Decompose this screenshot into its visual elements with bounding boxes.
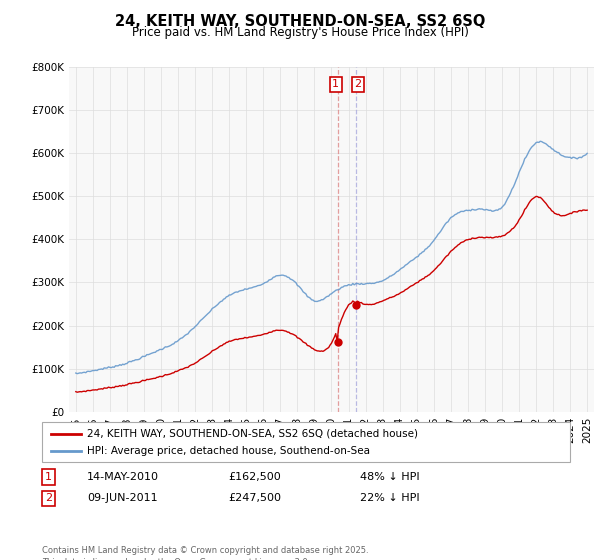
Text: Price paid vs. HM Land Registry's House Price Index (HPI): Price paid vs. HM Land Registry's House … bbox=[131, 26, 469, 39]
Text: 1: 1 bbox=[45, 472, 52, 482]
Text: £162,500: £162,500 bbox=[228, 472, 281, 482]
Text: Contains HM Land Registry data © Crown copyright and database right 2025.
This d: Contains HM Land Registry data © Crown c… bbox=[42, 546, 368, 560]
Text: 24, KEITH WAY, SOUTHEND-ON-SEA, SS2 6SQ: 24, KEITH WAY, SOUTHEND-ON-SEA, SS2 6SQ bbox=[115, 14, 485, 29]
Text: £247,500: £247,500 bbox=[228, 493, 281, 503]
Text: 22% ↓ HPI: 22% ↓ HPI bbox=[360, 493, 419, 503]
Text: 1: 1 bbox=[332, 80, 339, 90]
Text: 2: 2 bbox=[355, 80, 362, 90]
Text: HPI: Average price, detached house, Southend-on-Sea: HPI: Average price, detached house, Sout… bbox=[87, 446, 370, 456]
Text: 48% ↓ HPI: 48% ↓ HPI bbox=[360, 472, 419, 482]
Text: 14-MAY-2010: 14-MAY-2010 bbox=[87, 472, 159, 482]
Text: 09-JUN-2011: 09-JUN-2011 bbox=[87, 493, 158, 503]
Text: 24, KEITH WAY, SOUTHEND-ON-SEA, SS2 6SQ (detached house): 24, KEITH WAY, SOUTHEND-ON-SEA, SS2 6SQ … bbox=[87, 429, 418, 439]
Text: 2: 2 bbox=[45, 493, 52, 503]
